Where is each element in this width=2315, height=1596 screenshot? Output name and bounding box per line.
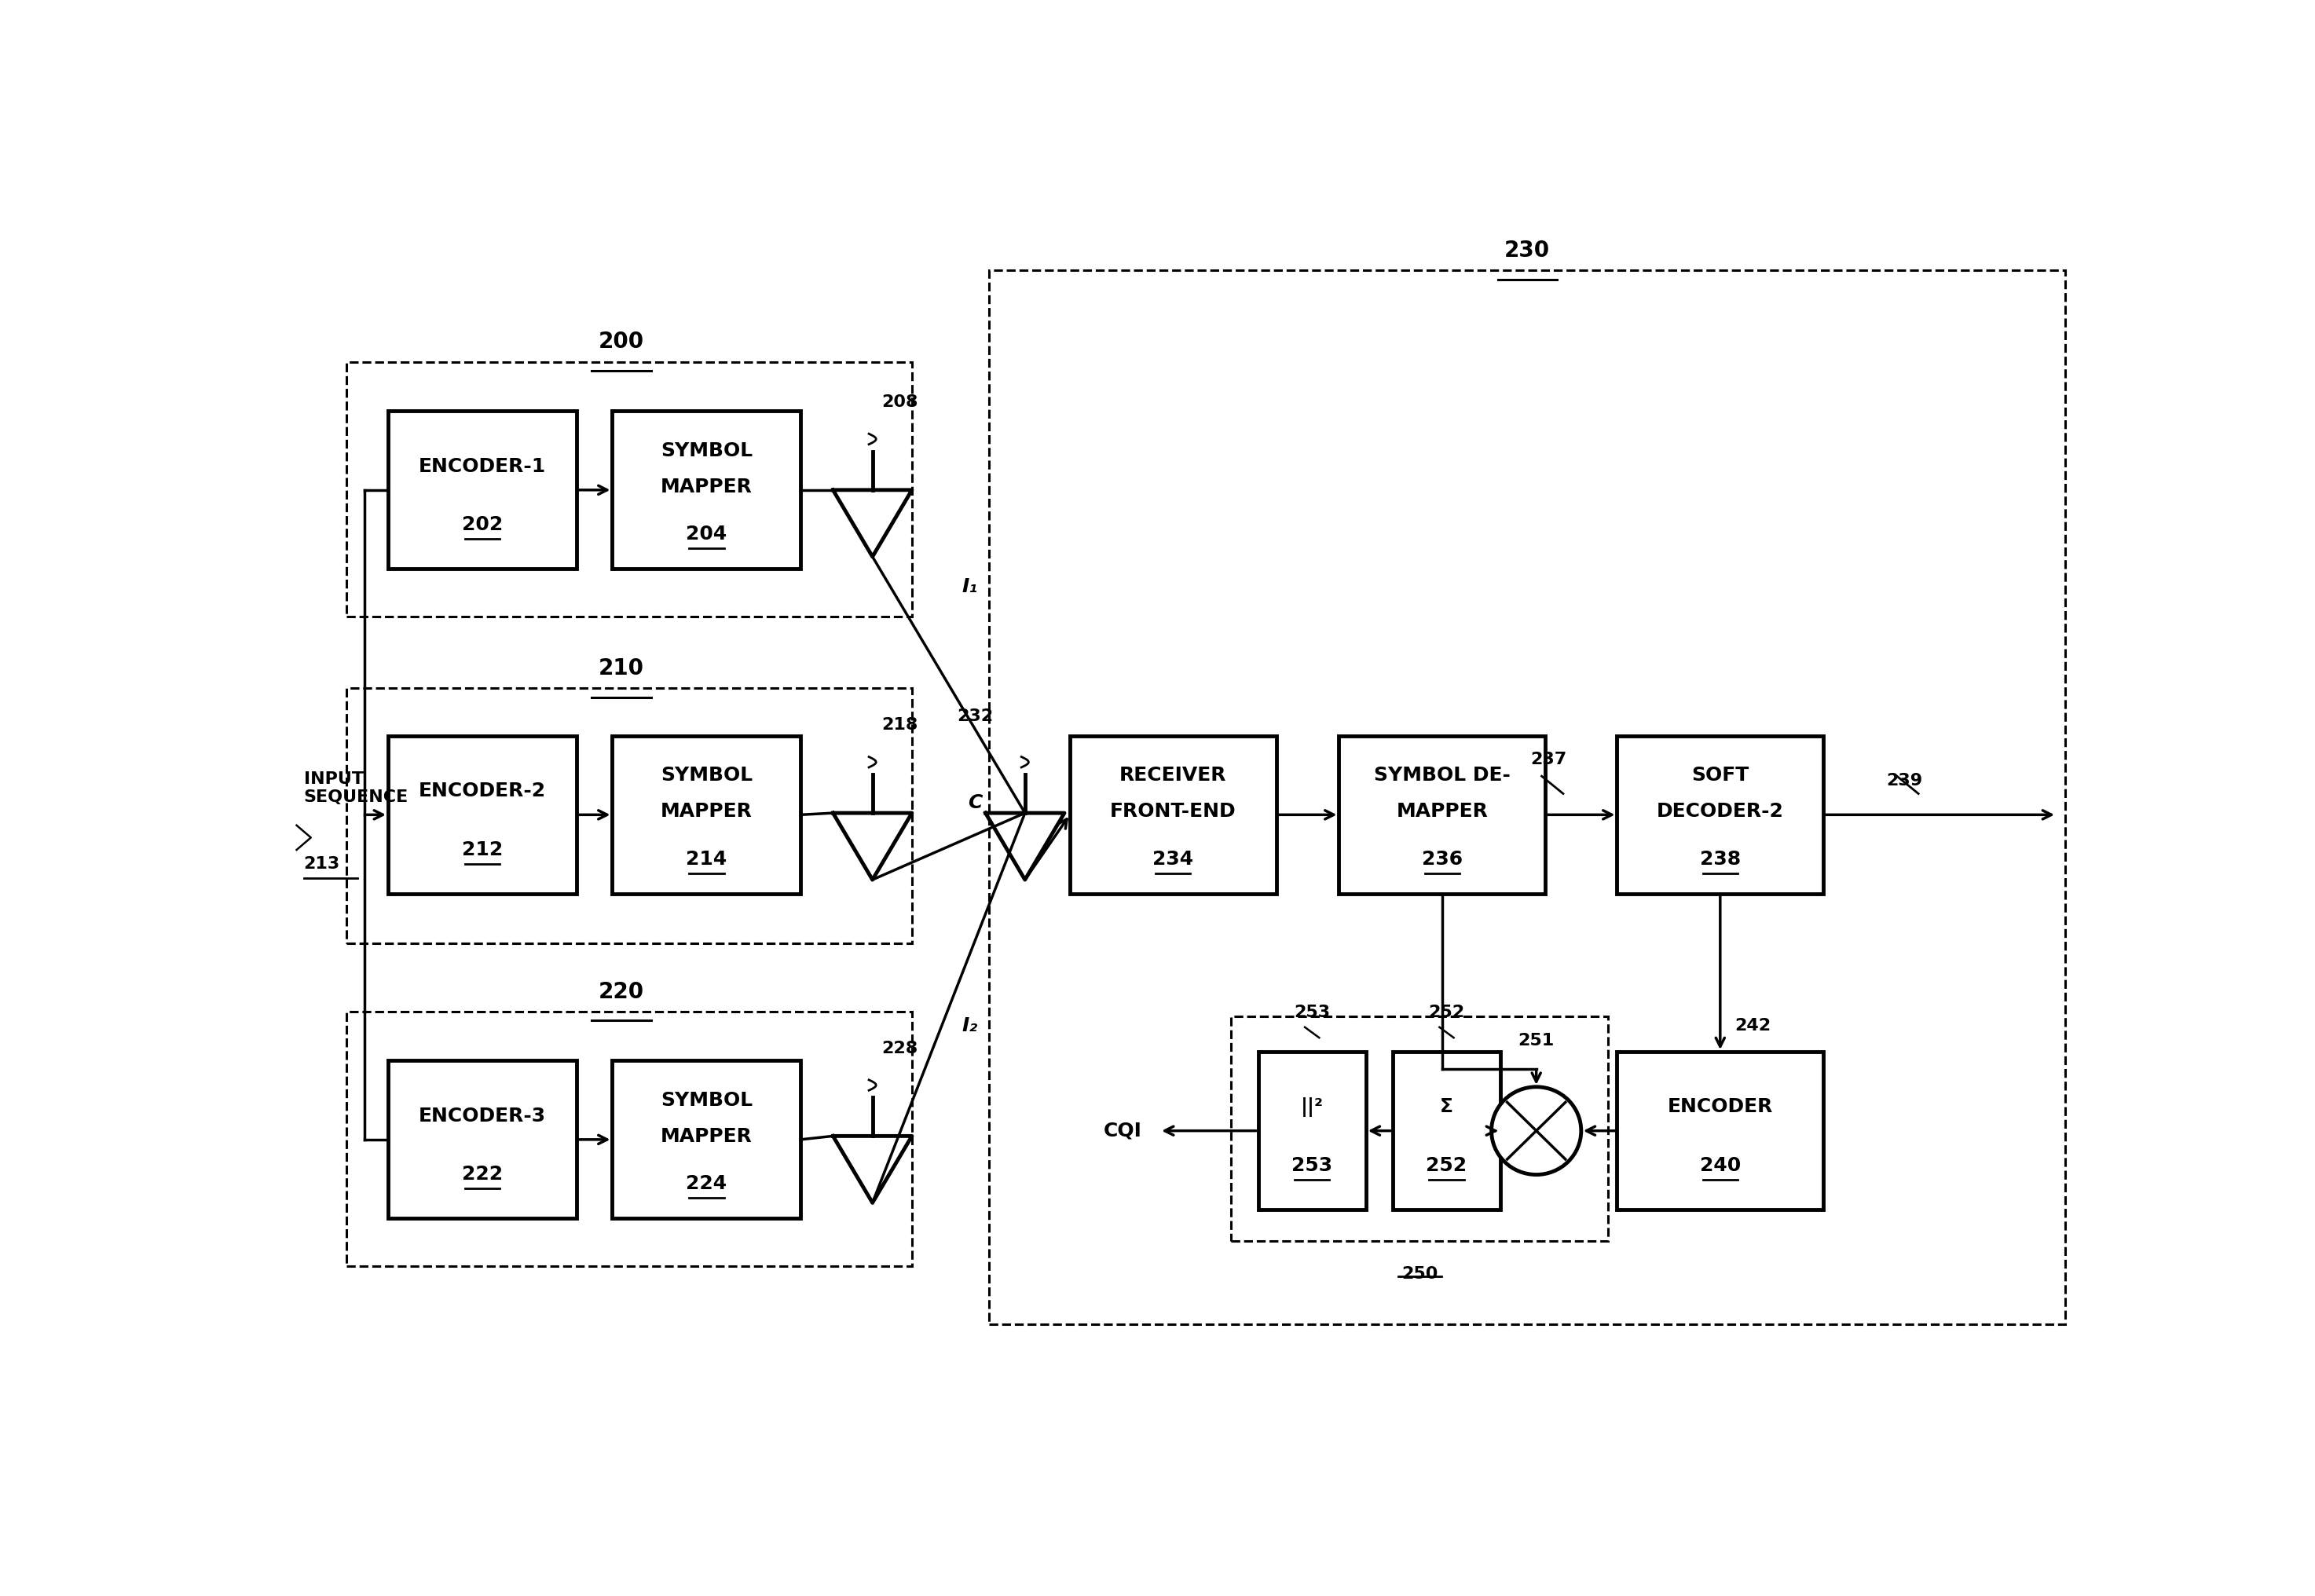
Text: 202: 202 — [461, 516, 502, 535]
Text: 213: 213 — [303, 855, 340, 871]
Text: 212: 212 — [461, 839, 502, 859]
FancyBboxPatch shape — [613, 736, 801, 894]
Text: 234: 234 — [1153, 849, 1195, 868]
Text: 228: 228 — [882, 1041, 917, 1057]
Text: MAPPER: MAPPER — [660, 803, 752, 820]
Text: 250: 250 — [1401, 1266, 1438, 1282]
Polygon shape — [833, 490, 912, 557]
Text: 253: 253 — [1294, 1004, 1331, 1020]
FancyBboxPatch shape — [1618, 1052, 1824, 1210]
FancyBboxPatch shape — [1394, 1052, 1500, 1210]
Text: 220: 220 — [600, 980, 644, 1002]
Text: DECODER-2: DECODER-2 — [1658, 803, 1785, 820]
FancyBboxPatch shape — [389, 1061, 576, 1219]
Polygon shape — [833, 812, 912, 879]
Text: ENCODER-3: ENCODER-3 — [419, 1106, 546, 1125]
Text: SYMBOL DE-: SYMBOL DE- — [1373, 766, 1509, 785]
Text: RECEIVER: RECEIVER — [1120, 766, 1227, 785]
Text: 240: 240 — [1699, 1156, 1741, 1175]
Text: 210: 210 — [600, 658, 644, 680]
Text: SYMBOL: SYMBOL — [660, 1090, 752, 1109]
Text: FRONT-END: FRONT-END — [1109, 803, 1236, 820]
Text: I₂: I₂ — [963, 1017, 977, 1034]
FancyBboxPatch shape — [613, 1061, 801, 1219]
Text: Σ: Σ — [1440, 1098, 1454, 1117]
Text: 242: 242 — [1734, 1018, 1771, 1033]
Text: ENCODER-1: ENCODER-1 — [419, 456, 546, 476]
Text: 251: 251 — [1519, 1033, 1553, 1049]
Text: 200: 200 — [600, 330, 644, 353]
Text: 208: 208 — [882, 394, 919, 410]
FancyBboxPatch shape — [389, 736, 576, 894]
Text: MAPPER: MAPPER — [660, 477, 752, 496]
Text: SYMBOL: SYMBOL — [660, 440, 752, 460]
Text: C: C — [968, 793, 982, 812]
Text: SYMBOL: SYMBOL — [660, 766, 752, 785]
Text: CQI: CQI — [1104, 1122, 1141, 1140]
Text: 224: 224 — [685, 1175, 727, 1194]
Text: 237: 237 — [1530, 752, 1567, 768]
Text: 232: 232 — [956, 709, 993, 725]
FancyBboxPatch shape — [1070, 736, 1276, 894]
Polygon shape — [833, 1136, 912, 1203]
Text: 230: 230 — [1505, 239, 1551, 262]
Text: 253: 253 — [1292, 1156, 1333, 1175]
Text: 238: 238 — [1699, 849, 1741, 868]
Text: ENCODER-2: ENCODER-2 — [419, 782, 546, 801]
Text: 236: 236 — [1421, 849, 1463, 868]
Text: 252: 252 — [1428, 1004, 1465, 1020]
Text: MAPPER: MAPPER — [1396, 803, 1489, 820]
FancyBboxPatch shape — [1259, 1052, 1366, 1210]
FancyBboxPatch shape — [613, 412, 801, 570]
FancyBboxPatch shape — [389, 412, 576, 570]
Text: INPUT
SEQUENCE: INPUT SEQUENCE — [303, 771, 407, 806]
FancyBboxPatch shape — [1338, 736, 1546, 894]
Circle shape — [1491, 1087, 1581, 1175]
Text: ENCODER: ENCODER — [1667, 1098, 1773, 1117]
Text: ||²: ||² — [1301, 1096, 1324, 1117]
FancyBboxPatch shape — [1618, 736, 1824, 894]
Polygon shape — [986, 812, 1065, 879]
Text: 218: 218 — [882, 717, 917, 733]
Text: I₁: I₁ — [963, 578, 977, 595]
Text: 222: 222 — [461, 1165, 502, 1184]
Text: 239: 239 — [1887, 772, 1921, 788]
Text: 252: 252 — [1426, 1156, 1468, 1175]
Text: 214: 214 — [685, 849, 727, 868]
Text: 204: 204 — [685, 525, 727, 544]
Text: MAPPER: MAPPER — [660, 1127, 752, 1146]
Text: SOFT: SOFT — [1692, 766, 1748, 785]
